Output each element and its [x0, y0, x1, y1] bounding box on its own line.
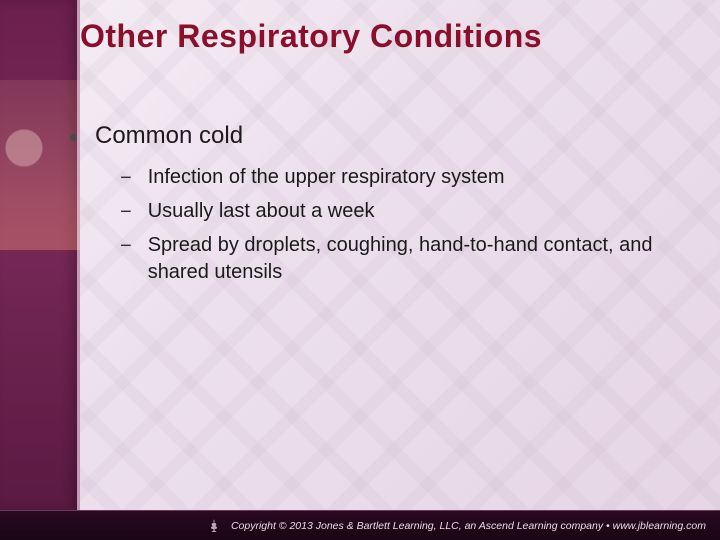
slide-title: Other Respiratory Conditions	[80, 18, 542, 55]
bullet-item: Common cold	[70, 122, 690, 150]
dash-icon: −	[120, 165, 132, 192]
dash-icon: −	[120, 199, 132, 226]
footer-bar: Copyright © 2013 Jones & Bartlett Learni…	[0, 510, 720, 540]
bullet-dot-icon	[70, 134, 77, 141]
sub-bullet-item: − Infection of the upper respiratory sys…	[120, 164, 660, 192]
accent-strip	[0, 0, 80, 510]
sub-bullet-text: Usually last about a week	[148, 198, 375, 225]
sub-bullet-item: − Spread by droplets, coughing, hand-to-…	[120, 232, 660, 286]
sub-bullet-list: − Infection of the upper respiratory sys…	[120, 164, 690, 286]
slide: Other Respiratory Conditions Common cold…	[0, 0, 720, 540]
slide-body: Common cold − Infection of the upper res…	[70, 122, 690, 292]
bullet-text: Common cold	[95, 122, 243, 150]
sub-bullet-item: − Usually last about a week	[120, 198, 660, 226]
decorative-photo	[0, 80, 80, 250]
fleur-icon	[205, 517, 223, 535]
sub-bullet-text: Spread by droplets, coughing, hand-to-ha…	[148, 232, 660, 286]
sub-bullet-text: Infection of the upper respiratory syste…	[148, 164, 505, 191]
footer-text: Copyright © 2013 Jones & Bartlett Learni…	[231, 520, 706, 532]
dash-icon: −	[120, 233, 132, 260]
